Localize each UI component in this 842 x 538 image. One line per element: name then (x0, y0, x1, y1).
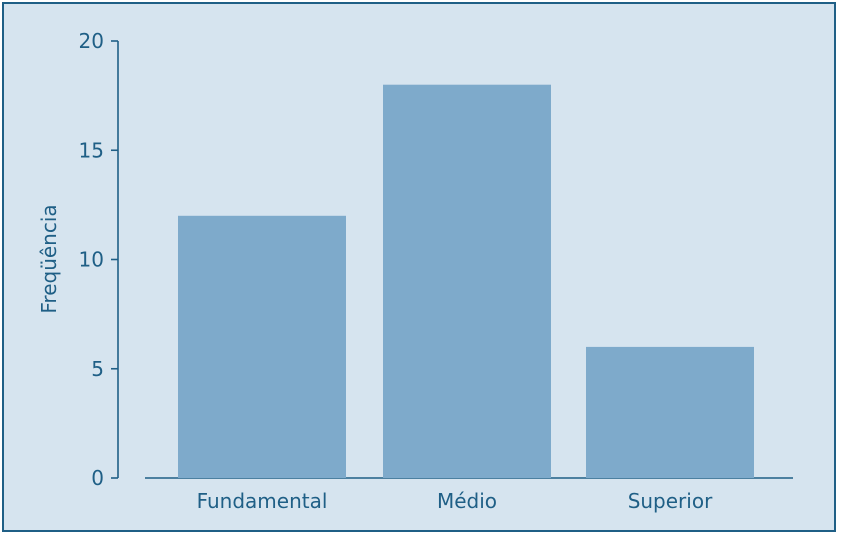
x-tick-label: Fundamental (197, 489, 328, 513)
y-tick-label: 10 (79, 248, 104, 272)
bar-medio (383, 84, 551, 478)
y-tick-label: 20 (79, 29, 104, 53)
x-tick-labels: Fundamental Médio Superior (197, 489, 714, 513)
x-tick-label: Superior (628, 489, 713, 513)
bars (178, 84, 754, 479)
bar-superior (586, 346, 754, 478)
x-tick-label: Médio (437, 489, 497, 513)
y-tick-label: 15 (79, 138, 104, 162)
y-tick-label: 5 (91, 357, 104, 381)
y-axis-label: Freqüência (37, 204, 61, 313)
y-axis (111, 40, 119, 479)
y-tick-label: 0 (91, 466, 104, 490)
bar-fundamental (178, 215, 346, 479)
y-tick-labels: 0 5 10 15 20 (79, 29, 104, 490)
